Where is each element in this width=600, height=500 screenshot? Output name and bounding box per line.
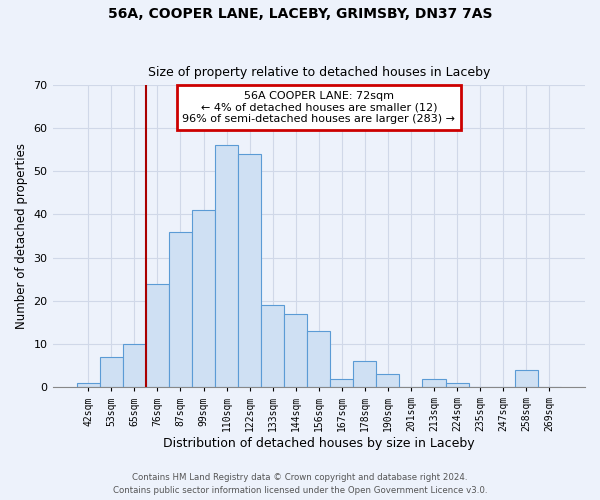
Bar [123, 344, 146, 387]
Bar [422, 378, 446, 387]
Bar [261, 305, 284, 387]
Bar [376, 374, 400, 387]
Bar [307, 331, 330, 387]
Bar [100, 357, 123, 387]
Title: Size of property relative to detached houses in Laceby: Size of property relative to detached ho… [148, 66, 490, 80]
Bar [146, 284, 169, 387]
Bar [192, 210, 215, 387]
Bar [284, 314, 307, 387]
Bar [330, 378, 353, 387]
Bar [169, 232, 192, 387]
Bar [77, 383, 100, 387]
X-axis label: Distribution of detached houses by size in Laceby: Distribution of detached houses by size … [163, 437, 475, 450]
Bar [238, 154, 261, 387]
Bar [515, 370, 538, 387]
Text: 56A COOPER LANE: 72sqm
← 4% of detached houses are smaller (12)
96% of semi-deta: 56A COOPER LANE: 72sqm ← 4% of detached … [182, 91, 455, 124]
Bar [353, 362, 376, 387]
Text: 56A, COOPER LANE, LACEBY, GRIMSBY, DN37 7AS: 56A, COOPER LANE, LACEBY, GRIMSBY, DN37 … [108, 8, 492, 22]
Text: Contains HM Land Registry data © Crown copyright and database right 2024.
Contai: Contains HM Land Registry data © Crown c… [113, 474, 487, 495]
Bar [215, 146, 238, 387]
Y-axis label: Number of detached properties: Number of detached properties [15, 143, 28, 329]
Bar [446, 383, 469, 387]
